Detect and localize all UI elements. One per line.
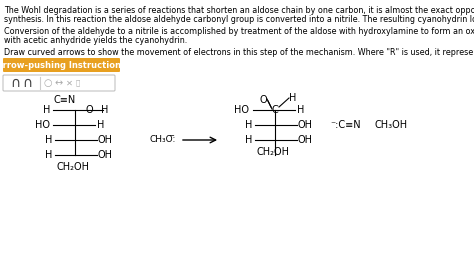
Text: Arrow-pushing Instructions: Arrow-pushing Instructions bbox=[0, 60, 126, 69]
Text: H: H bbox=[246, 120, 253, 130]
Text: Draw curved arrows to show the movement of electrons in this step of the mechani: Draw curved arrows to show the movement … bbox=[4, 48, 474, 57]
Text: H: H bbox=[97, 120, 105, 130]
Text: H: H bbox=[46, 135, 53, 145]
Text: OH: OH bbox=[98, 150, 112, 160]
Text: CH₃OH: CH₃OH bbox=[375, 120, 408, 130]
Text: with acetic anhydride yields the cyanohydrin.: with acetic anhydride yields the cyanohy… bbox=[4, 36, 187, 45]
Text: HO: HO bbox=[235, 105, 249, 115]
Text: ○: ○ bbox=[44, 78, 53, 88]
Text: −: − bbox=[168, 133, 174, 139]
Text: ∩: ∩ bbox=[22, 76, 32, 90]
Text: CH₂OH: CH₂OH bbox=[56, 162, 90, 172]
Text: O: O bbox=[259, 95, 267, 105]
Text: CH₂OH: CH₂OH bbox=[256, 147, 290, 157]
Text: ↔: ↔ bbox=[55, 78, 63, 88]
Text: HO: HO bbox=[36, 120, 51, 130]
Text: OH: OH bbox=[298, 120, 312, 130]
Text: H: H bbox=[46, 150, 53, 160]
Text: H: H bbox=[43, 105, 51, 115]
Text: H: H bbox=[101, 105, 109, 115]
Text: CH₃O:: CH₃O: bbox=[150, 135, 176, 144]
Text: OH: OH bbox=[298, 135, 312, 145]
Text: synthesis. In this reaction the aldose aldehyde carbonyl group is converted into: synthesis. In this reaction the aldose a… bbox=[4, 15, 474, 24]
Text: ⬛: ⬛ bbox=[76, 80, 80, 86]
Text: Conversion of the aldehyde to a nitrile is accomplished by treatment of the aldo: Conversion of the aldehyde to a nitrile … bbox=[4, 27, 474, 36]
Text: H: H bbox=[246, 135, 253, 145]
Text: H: H bbox=[297, 105, 305, 115]
Text: ✕: ✕ bbox=[66, 78, 73, 87]
FancyBboxPatch shape bbox=[3, 58, 120, 72]
Text: C≡N: C≡N bbox=[54, 95, 76, 105]
Text: H: H bbox=[289, 93, 297, 103]
FancyBboxPatch shape bbox=[3, 75, 115, 91]
Text: C: C bbox=[272, 105, 278, 115]
Text: O: O bbox=[85, 105, 93, 115]
Text: OH: OH bbox=[98, 135, 112, 145]
Text: ∩: ∩ bbox=[10, 76, 20, 90]
Text: The Wohl degradation is a series of reactions that shorten an aldose chain by on: The Wohl degradation is a series of reac… bbox=[4, 6, 474, 15]
Text: ⁻:C≡N: ⁻:C≡N bbox=[330, 120, 361, 130]
